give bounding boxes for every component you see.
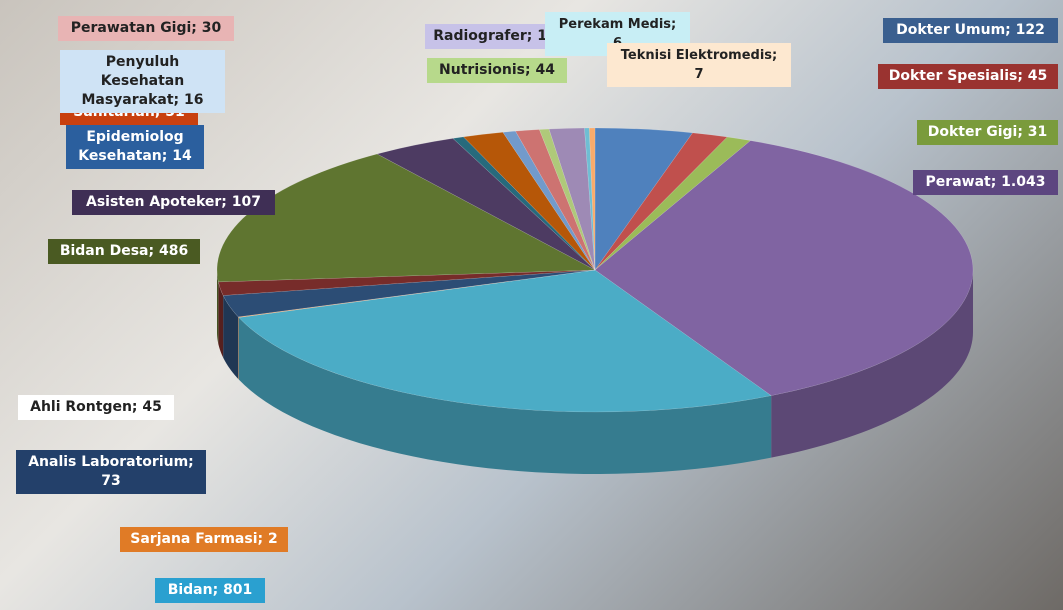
pie-slice-side [223,295,239,379]
pie-slice [584,127,596,271]
pie-slice [502,130,596,271]
pie-slice [539,128,596,271]
pie-slice [218,269,596,296]
pie-slice [594,140,974,396]
data-label: Sarjana Farmasi; 2 [120,527,288,552]
pie-slice-side [238,317,772,474]
pie-slice-side [218,281,224,358]
pie-slice [594,132,728,271]
data-label: Dokter Gigi; 31 [917,120,1058,145]
pie-slice [594,136,752,271]
data-label: Nutrisionis; 44 [427,58,567,83]
pie-slice [238,269,772,413]
data-label: Bidan; 801 [155,578,265,603]
pie-slice [548,127,596,271]
pie-slice [589,127,596,271]
data-label: Dokter Umum; 122 [883,18,1058,43]
data-label: Ahli Rontgen; 45 [18,395,174,420]
pie-slice-side [217,270,219,344]
data-label: Bidan Desa; 486 [48,239,200,264]
pie-slice [594,127,694,271]
data-label: Epidemiolog Kesehatan; 14 [66,125,204,169]
data-label: Analis Laboratorium; 73 [16,450,206,494]
data-label: Asisten Apoteker; 107 [72,190,275,215]
pie-slice [222,269,596,318]
data-label: Perawat; 1.043 [913,170,1058,195]
pie-slice [515,129,596,271]
data-label: Dokter Spesialis; 45 [878,64,1058,89]
data-label: Perawatan Gigi; 30 [58,16,234,41]
pie-slice [237,269,596,318]
pie-slice-side [238,316,239,380]
pie-slice-side [771,270,973,458]
data-label: Radiografer; 12 [425,24,565,49]
pie-slice [452,136,596,271]
pie-slice [462,132,596,271]
data-label: Penyuluh Kesehatan Masyarakat; 16 [60,50,225,113]
data-label: Teknisi Elektromedis; 7 [607,43,791,87]
pie-slice [376,138,596,271]
